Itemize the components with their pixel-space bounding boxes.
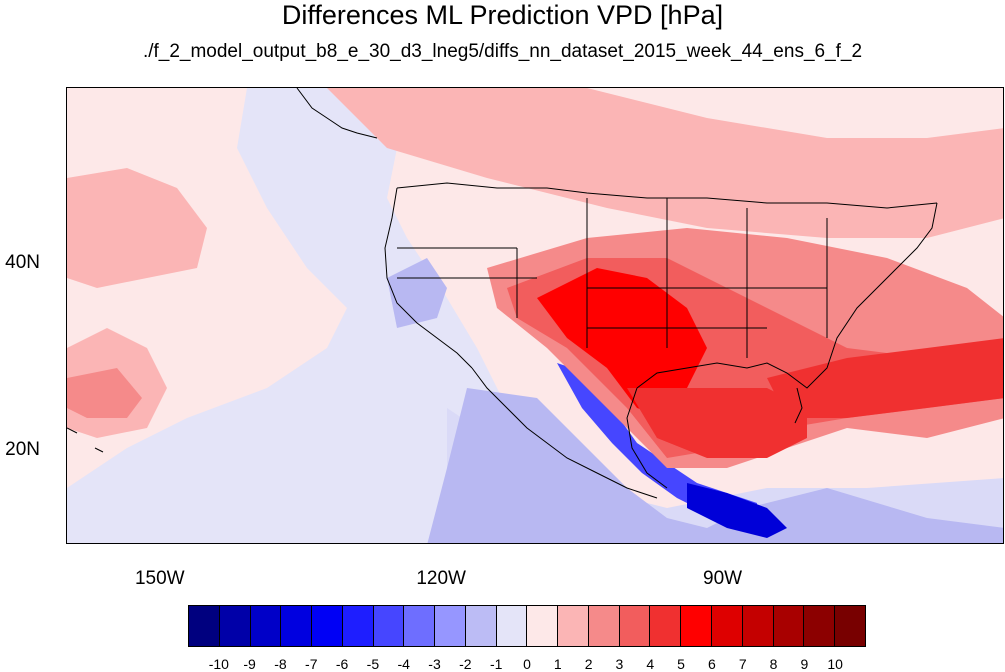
colorbar-tick-label: 10 (827, 656, 843, 672)
southern-blue-patch (427, 388, 1003, 543)
colorbar-swatch (496, 606, 528, 646)
central-america-negative-strip (687, 483, 787, 538)
colorbar-tick-label: 3 (615, 656, 624, 672)
colorbar-tick-label: 5 (677, 656, 685, 672)
y-tick-label: 20N (5, 438, 40, 460)
north-positive-band (327, 88, 1003, 238)
colorbar-swatch (835, 606, 865, 646)
colorbar-swatch (588, 606, 620, 646)
vpd-difference-map (67, 88, 1003, 543)
map-plot-area (66, 87, 1004, 544)
colorbar-swatch (312, 606, 343, 646)
x-tick-label: 90W (703, 568, 743, 589)
colorbar-tick-label: -4 (397, 656, 410, 672)
chart-subtitle: ./f_2_model_output_b8_e_30_d3_lneg5/diff… (142, 41, 863, 62)
colorbar-tick-label: -8 (274, 656, 287, 672)
colorbar-swatch (342, 606, 374, 646)
colorbar-tick-label: 9 (800, 656, 809, 672)
colorbar-swatch (527, 606, 559, 646)
texas-positive-max (537, 268, 707, 418)
colorbar-swatch (435, 606, 466, 646)
x-tick-label: 150W (134, 568, 185, 589)
colorbar-tick-label: -3 (428, 656, 441, 672)
west-pacific-positive-1 (67, 168, 207, 288)
colorbar-tick-label: 4 (646, 656, 655, 672)
colorbar-tick-label: -2 (459, 656, 472, 672)
colorbar-swatch (712, 606, 743, 646)
colorbar-swatch (681, 606, 713, 646)
colorbar-swatch (219, 606, 251, 646)
colorbar-swatch (373, 606, 405, 646)
colorbar-swatch (650, 606, 682, 646)
colorbar-tick-label: 0 (523, 656, 531, 672)
colorbar-tick-label: 1 (553, 656, 562, 672)
colorbar-tick-label: -5 (366, 656, 380, 672)
chart-title: Differences ML Prediction VPD [hPa] (281, 0, 724, 30)
colorbar-swatch (281, 606, 313, 646)
x-tick-label: 120W (416, 568, 466, 589)
colorbar-swatch (619, 606, 651, 646)
colorbar-swatch (804, 606, 836, 646)
atlantic-positive-band (767, 338, 1003, 418)
colorbar-swatch (558, 606, 589, 646)
pacific-blue-patch (387, 258, 447, 328)
colorbar-swatch (742, 606, 774, 646)
colorbar-tick-label: 6 (708, 656, 716, 672)
colorbar (188, 605, 866, 647)
coastlines (67, 88, 938, 499)
colorbar-tick-label: -9 (243, 656, 256, 672)
colorbar-swatch (250, 606, 282, 646)
colorbar-swatch (773, 606, 805, 646)
colorbar-swatch (465, 606, 497, 646)
colorbar-swatch (404, 606, 436, 646)
colorbar-tick-label: -6 (335, 656, 349, 672)
colorbar-tick-label: -1 (489, 656, 503, 672)
y-tick-label: 40N (5, 252, 40, 274)
colorbar-swatch (189, 606, 220, 646)
colorbar-tick-label: 2 (584, 656, 593, 672)
west-pacific-positive-3 (67, 368, 142, 418)
colorbar-tick-label: 7 (738, 656, 747, 672)
gulf-positive-region (627, 388, 807, 458)
colorbar-tick-label: 8 (769, 656, 778, 672)
colorbar-tick-label: -7 (305, 656, 318, 672)
colorbar-tick-label: -10 (208, 656, 229, 672)
